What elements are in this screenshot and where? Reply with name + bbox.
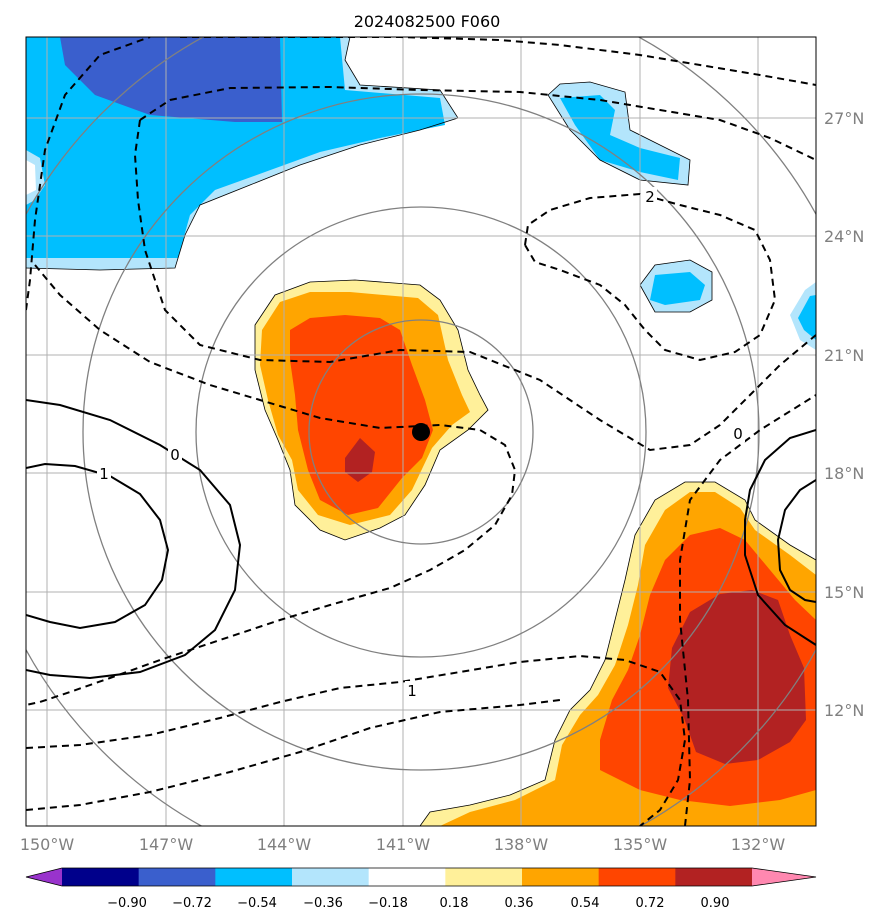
solid-contour-0-west bbox=[26, 399, 242, 680]
lat-tick-label: 15°N bbox=[824, 583, 864, 602]
colorbar-extend-high bbox=[752, 868, 816, 886]
contour-label-solid-1: 1 bbox=[99, 465, 109, 483]
lat-tick-label: 24°N bbox=[824, 227, 864, 246]
colorbar-tick-label: −0.72 bbox=[172, 896, 212, 911]
lat-tick-label: 12°N bbox=[824, 701, 864, 720]
positive-anomaly-regions bbox=[255, 280, 816, 826]
lat-tick-label: 18°N bbox=[824, 464, 864, 483]
colorbar-swatch bbox=[522, 868, 600, 886]
range-rings bbox=[26, 37, 816, 826]
anomaly-outlines bbox=[26, 37, 816, 826]
lon-tick-label: 141°W bbox=[376, 835, 431, 854]
dashed-contour-0-east bbox=[679, 394, 816, 826]
contour-label-dash-2: 2 bbox=[645, 188, 655, 206]
lon-tick-label: 150°W bbox=[20, 835, 75, 854]
colorbar-tick-label: −0.36 bbox=[303, 896, 343, 911]
lat-tick-label: 27°N bbox=[824, 109, 864, 128]
lon-tick-label: 147°W bbox=[139, 835, 194, 854]
dashed-contour-1-south-outer bbox=[26, 699, 561, 811]
contour-label-dash-1: 1 bbox=[407, 682, 417, 700]
colorbar-tick-label: 0.18 bbox=[440, 896, 469, 911]
dashed-contour-outer bbox=[26, 37, 151, 311]
colorbar-tick-label: 0.90 bbox=[701, 896, 730, 911]
colorbar-swatch bbox=[215, 868, 293, 886]
lon-tick-label: 135°W bbox=[613, 835, 668, 854]
solid-contour-east-outer bbox=[744, 429, 816, 646]
lon-tick-label: 144°W bbox=[257, 835, 312, 854]
dashed-contour-2-loop bbox=[523, 192, 777, 362]
se-dark-red-cell bbox=[668, 590, 806, 764]
colorbar-tick-label: 0.36 bbox=[505, 896, 534, 911]
solid-contour-east-inner bbox=[776, 479, 816, 603]
colorbar-tick-label: −0.18 bbox=[368, 896, 408, 911]
colorbar-swatch bbox=[598, 868, 676, 886]
longitude-tick-labels: 150°W 147°W 144°W 141°W 138°W 135°W 132°… bbox=[20, 835, 786, 854]
colorbar-swatch bbox=[138, 868, 216, 886]
colorbar-swatch bbox=[368, 868, 446, 886]
colorbar-outline bbox=[25, 867, 817, 887]
colorbar-swatches bbox=[26, 868, 816, 886]
colorbar-swatch bbox=[62, 868, 140, 886]
contour-label-dash-0: 0 bbox=[733, 425, 743, 443]
map-title: 2024082500 F060 bbox=[354, 12, 501, 31]
east-small-cyan bbox=[650, 272, 705, 305]
colorbar-tick-label: 0.72 bbox=[636, 896, 665, 911]
colorbar-tick-label: −0.90 bbox=[107, 896, 147, 911]
dashed-contour-top bbox=[180, 37, 816, 86]
solid-contours bbox=[26, 399, 816, 680]
colorbar-tick-labels: −0.90 −0.72 −0.54 −0.36 −0.18 0.18 0.36 … bbox=[107, 896, 729, 911]
central-dark-red-cell bbox=[345, 438, 375, 482]
dashed-contour-2 bbox=[139, 85, 816, 161]
dashed-contour-mid bbox=[133, 119, 816, 452]
colorbar-swatch bbox=[445, 868, 523, 886]
contour-label-solid-0: 0 bbox=[170, 446, 180, 464]
latitude-tick-labels: 27°N 24°N 21°N 18°N 15°N 12°N bbox=[824, 109, 864, 720]
colorbar: −0.90 −0.72 −0.54 −0.36 −0.18 0.18 0.36 … bbox=[25, 867, 817, 911]
dashed-contours bbox=[26, 37, 816, 826]
colorbar-tick-label: −0.54 bbox=[237, 896, 277, 911]
colorbar-swatch bbox=[292, 868, 370, 886]
storm-center-marker bbox=[412, 423, 430, 441]
lon-tick-label: 132°W bbox=[731, 835, 786, 854]
lon-tick-label: 138°W bbox=[494, 835, 549, 854]
map-area: 1 0 2 0 1 bbox=[26, 37, 816, 826]
map-frame bbox=[25, 36, 817, 827]
east-edge-cyan bbox=[798, 295, 816, 340]
solid-contour-1-west bbox=[26, 462, 170, 630]
colorbar-swatch bbox=[675, 868, 753, 886]
ne-cyan-region bbox=[560, 95, 680, 180]
colorbar-tick-label: 0.54 bbox=[571, 896, 600, 911]
contour-labels: 1 0 2 0 1 bbox=[97, 187, 745, 700]
negative-anomaly-regions bbox=[26, 37, 816, 350]
dashed-contour-1-south bbox=[26, 654, 687, 826]
colorbar-extend-low bbox=[26, 868, 62, 886]
lat-tick-label: 21°N bbox=[824, 346, 864, 365]
central-red-orange-region bbox=[290, 315, 433, 515]
